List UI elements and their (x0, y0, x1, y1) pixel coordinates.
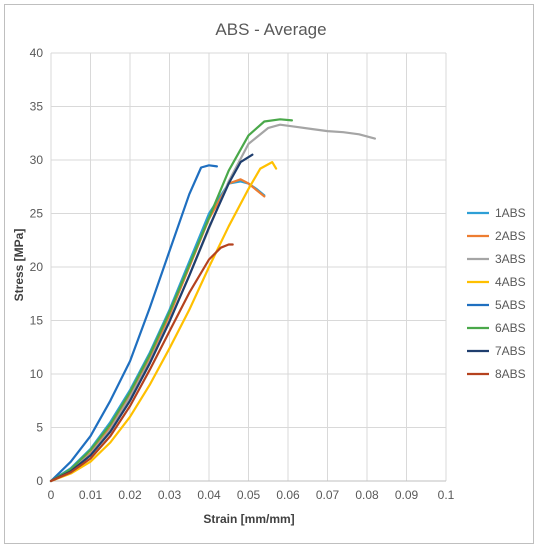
x-tick-label: 0 (48, 488, 55, 502)
series-lines (49, 118, 376, 483)
series-line-6abs (49, 118, 293, 483)
series-line-5abs (49, 164, 218, 483)
x-tick-label: 0.09 (395, 488, 419, 502)
legend-label: 2ABS (495, 229, 526, 243)
y-tick-label: 35 (30, 100, 44, 114)
chart-frame: ABS - Average 0 0.01 0.02 0.03 0.04 0.05 0.06 0… (4, 4, 534, 544)
series-line-1abs (49, 180, 266, 483)
x-tick-label: 0.05 (237, 488, 261, 502)
x-tick-label: 0.07 (316, 488, 340, 502)
x-tick-label: 0.08 (355, 488, 379, 502)
chart-svg: ABS - Average 0 0.01 0.02 0.03 0.04 0.05 0.06 0… (12, 20, 526, 526)
y-tick-label: 25 (30, 207, 44, 221)
series-line-2abs (49, 178, 266, 483)
x-tick-labels: 0 0.01 0.02 0.03 0.04 0.05 0.06 0.07 0.08 0.09 0.1 (48, 488, 455, 502)
series-line-4abs (49, 161, 278, 483)
grid-lines (50, 52, 447, 482)
x-tick-label: 0.01 (79, 488, 103, 502)
x-tick-label: 0.03 (158, 488, 182, 502)
legend-label: 6ABS (495, 321, 526, 335)
legend-label: 1ABS (495, 206, 526, 220)
x-tick-label: 0.06 (276, 488, 300, 502)
x-tick-label: 0.1 (438, 488, 455, 502)
x-tick-label: 0.02 (118, 488, 142, 502)
legend-label: 3ABS (495, 252, 526, 266)
legend: 1ABS 2ABS 3ABS 4ABS 5ABS 6ABS 7ABS 8ABS (467, 206, 526, 381)
y-tick-label: 15 (30, 314, 44, 328)
legend-label: 5ABS (495, 298, 526, 312)
legend-label: 8ABS (495, 367, 526, 381)
x-axis-label: Strain [mm/mm] (203, 512, 294, 526)
y-tick-label: 0 (36, 474, 43, 488)
chart-title: ABS - Average (215, 20, 326, 39)
legend-label: 7ABS (495, 344, 526, 358)
y-tick-label: 30 (30, 153, 44, 167)
x-tick-label: 0.04 (197, 488, 221, 502)
legend-label: 4ABS (495, 275, 526, 289)
series-line-7abs (49, 153, 254, 483)
y-tick-label: 5 (36, 421, 43, 435)
y-axis-label: Stress [MPa] (12, 229, 26, 302)
series-line-8abs (49, 243, 234, 483)
y-tick-label: 10 (30, 367, 44, 381)
y-tick-labels: 0 5 10 15 20 25 30 35 40 (30, 46, 44, 488)
y-tick-label: 20 (30, 260, 44, 274)
y-tick-label: 40 (30, 46, 44, 60)
